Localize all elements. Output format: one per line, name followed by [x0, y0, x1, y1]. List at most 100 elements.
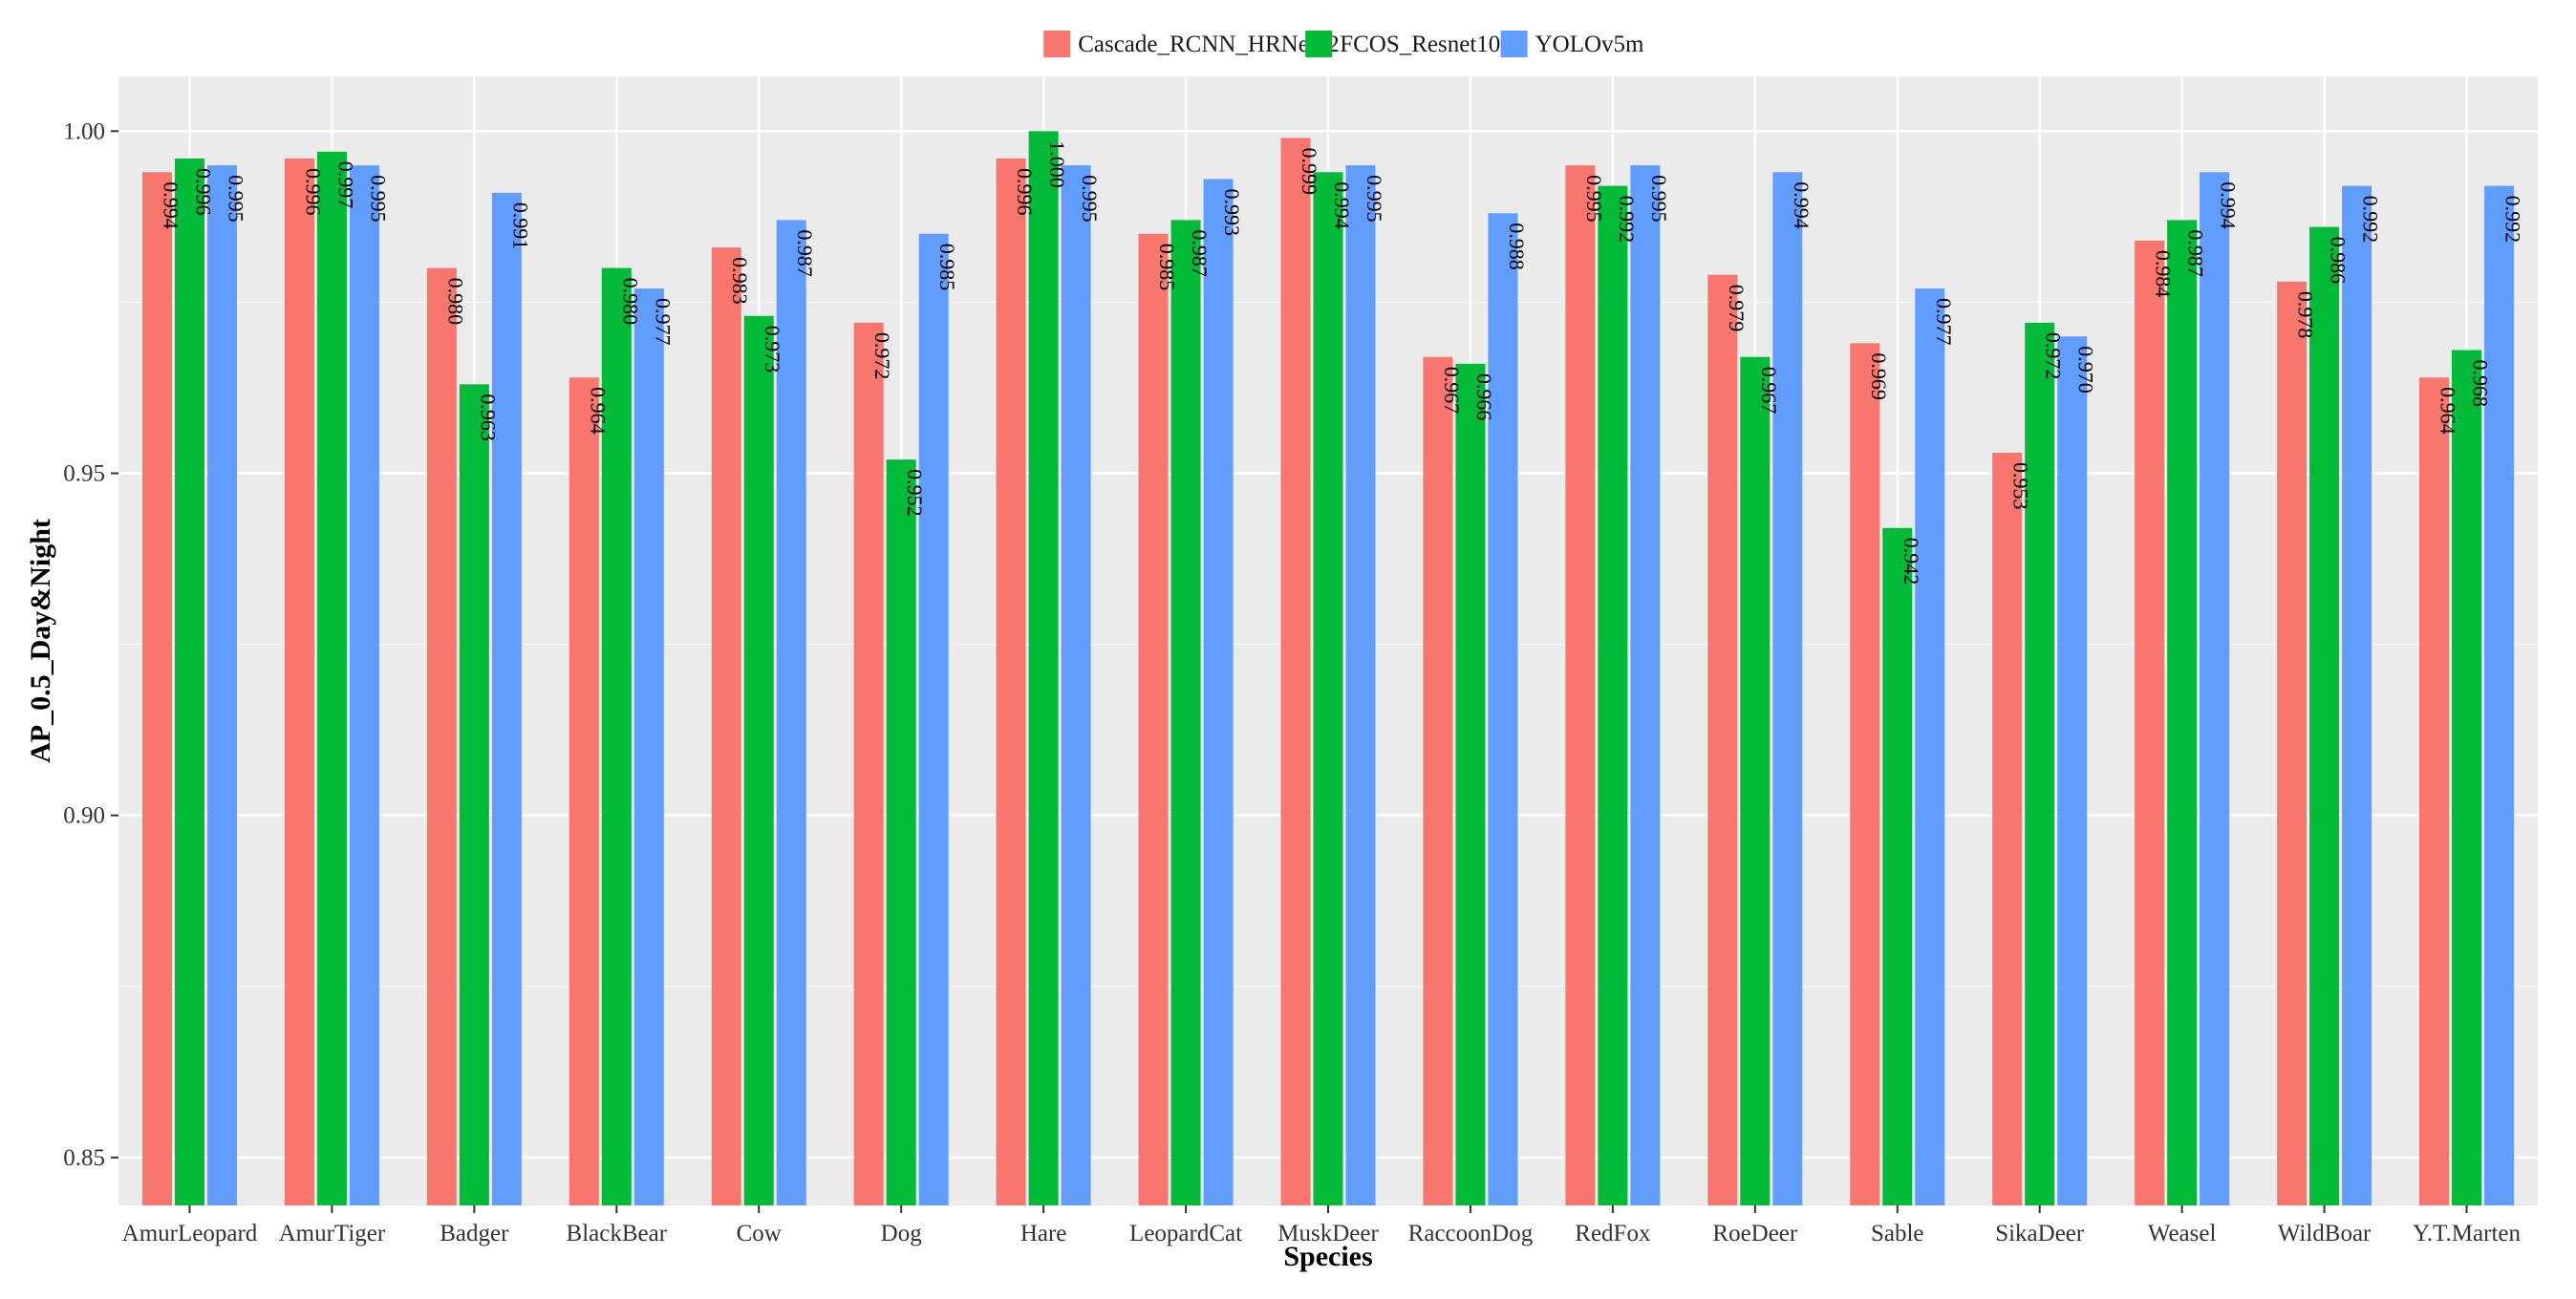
bar [1707, 274, 1738, 1205]
bar [1772, 172, 1803, 1206]
bar-value-labels: 0.994 0.996 0.995 0.996 0.997 0.995 0.980 0.963… [159, 140, 2524, 585]
bar-value-label: 0.980 [443, 278, 467, 325]
bar-value-label: 0.972 [2042, 332, 2066, 380]
x-tick-label: WildBoar [2278, 1221, 2372, 1246]
bar [1280, 138, 1311, 1205]
x-tick-label: Sable [1871, 1221, 1924, 1246]
y-tick-label: 0.95 [63, 460, 105, 486]
bar [996, 158, 1026, 1206]
bar [2484, 185, 2515, 1206]
legend-label: Cascade_RCNN_HRNet32 [1078, 32, 1340, 57]
x-tick-label: LeopardCat [1129, 1221, 1242, 1246]
bar [459, 384, 489, 1205]
bar [1850, 343, 1880, 1205]
y-tick-label: 0.85 [63, 1145, 105, 1171]
bar-value-label: 0.966 [1472, 373, 1496, 421]
bar [1882, 527, 1913, 1205]
bar [743, 315, 774, 1205]
bar [918, 233, 949, 1205]
legend-label: FCOS_Resnet101 [1340, 32, 1513, 57]
bar [853, 322, 884, 1206]
bar-value-label: 0.994 [159, 181, 182, 229]
bar [1345, 165, 1376, 1205]
bar-value-label: 0.995 [1582, 175, 1606, 223]
x-tick-label: Cow [737, 1221, 782, 1246]
bar-value-label: 0.983 [728, 257, 752, 305]
bar [601, 267, 632, 1206]
bar-value-label: 0.987 [793, 229, 817, 277]
bar [1028, 131, 1059, 1206]
bar-value-label: 1.000 [1045, 140, 1069, 188]
bar-value-label: 0.992 [1615, 196, 1639, 244]
bar-value-label: 0.985 [935, 244, 959, 291]
x-tick-label: Badger [440, 1221, 509, 1246]
legend-key [1043, 31, 1071, 57]
bar-value-label: 0.963 [476, 394, 500, 440]
bar-value-label: 0.968 [2469, 360, 2493, 408]
bar [2342, 185, 2372, 1206]
bar [1455, 363, 1486, 1205]
bar [1203, 179, 1234, 1205]
bar-value-label: 0.972 [870, 332, 894, 380]
bar-value-label: 0.992 [2359, 196, 2383, 244]
bar-value-label: 0.995 [366, 175, 390, 223]
bar [1565, 165, 1596, 1205]
x-axis-title: Species [1283, 1241, 1372, 1272]
bar [2309, 226, 2340, 1206]
bar [776, 220, 806, 1205]
bar-value-label: 0.964 [586, 387, 610, 435]
bar-value-label: 0.969 [1867, 352, 1891, 400]
bar [2419, 377, 2450, 1205]
y-axis-title: AP_0.5_Day&Night [25, 519, 56, 763]
bar [1423, 356, 1453, 1205]
bar [2057, 336, 2088, 1206]
bar-value-label: 0.970 [2074, 346, 2098, 394]
bar-value-label: 0.996 [1013, 168, 1037, 216]
bar-value-label: 0.977 [1932, 298, 1956, 346]
bar [206, 165, 237, 1205]
bar [1915, 288, 1945, 1205]
bar-value-label: 0.995 [1647, 175, 1671, 223]
bar [1138, 233, 1169, 1205]
bar-value-label: 0.996 [191, 168, 215, 216]
bar-value-label: 0.999 [1298, 147, 1321, 195]
bar [491, 192, 522, 1205]
bar-value-label: 0.952 [903, 469, 927, 517]
legend: Cascade_RCNN_HRNet32 FCOS_Resnet101 YOLOv5… [1043, 31, 1644, 57]
bar [141, 172, 172, 1206]
bar [2025, 322, 2055, 1206]
x-tick-label: RedFox [1575, 1221, 1651, 1246]
bar [886, 459, 916, 1205]
bar-value-label: 0.994 [1330, 181, 1354, 229]
bar [1313, 172, 1343, 1206]
legend-key [1305, 31, 1333, 57]
bar-value-label: 0.987 [1188, 229, 1212, 277]
bar-value-label: 0.984 [2152, 250, 2176, 298]
bar [1061, 165, 1091, 1205]
bar-value-label: 0.991 [508, 202, 532, 249]
bar [426, 267, 457, 1206]
y-tick-label: 0.90 [63, 803, 105, 829]
bar-value-label: 0.994 [1790, 181, 1814, 229]
bar-value-label: 0.994 [2217, 181, 2241, 229]
x-tick-label: Hare [1020, 1221, 1067, 1246]
bar [1598, 185, 1628, 1206]
bar-value-label: 0.988 [1505, 223, 1529, 269]
bar [2452, 350, 2482, 1206]
axes: 0.85 0.90 0.95 1.00 AmurLeopard AmurTiger Badg… [63, 118, 2521, 1246]
bar [569, 377, 599, 1205]
legend-key [1500, 31, 1528, 57]
bar [1992, 453, 2023, 1205]
bar-value-label: 0.964 [2436, 387, 2460, 435]
bar-value-label: 0.995 [1078, 175, 1102, 223]
x-tick-label: BlackBear [567, 1221, 668, 1246]
x-tick-label: Dog [881, 1221, 923, 1246]
bar [1630, 165, 1661, 1205]
bar [2135, 240, 2165, 1206]
bar-value-label: 0.996 [301, 168, 325, 216]
x-tick-label: AmurLeopard [122, 1221, 258, 1246]
bar-value-label: 0.985 [1155, 244, 1179, 291]
bar [633, 288, 664, 1205]
bar-value-label: 0.978 [2294, 291, 2318, 339]
bar-value-label: 0.995 [1363, 175, 1386, 223]
